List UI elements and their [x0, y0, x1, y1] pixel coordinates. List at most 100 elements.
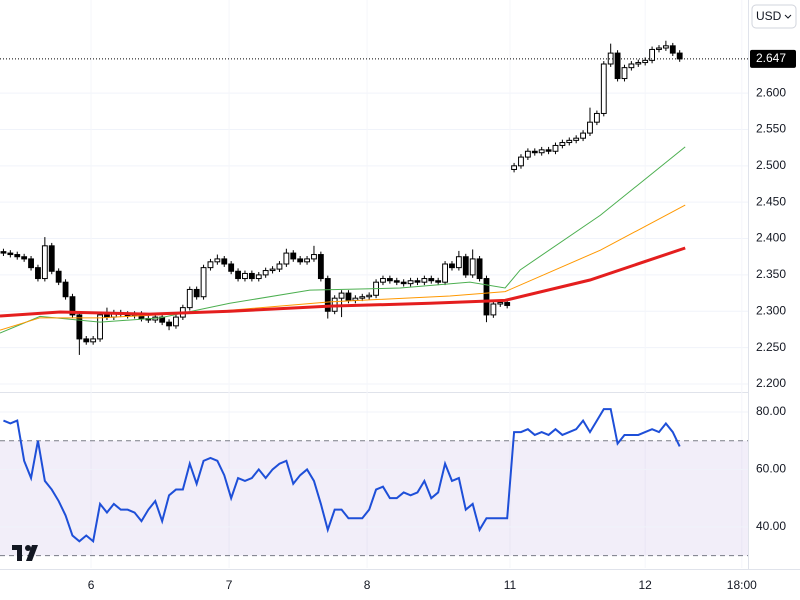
candle-body — [518, 156, 524, 167]
candle-body — [166, 321, 172, 327]
moving-average — [0, 204, 686, 331]
x-tick-label: 12 — [639, 578, 653, 592]
candle-body — [0, 251, 7, 254]
candle-body — [7, 252, 14, 256]
candle-body — [393, 280, 400, 283]
candle-body — [400, 281, 407, 285]
candle-body — [69, 296, 76, 316]
y-tick-label: 2.250 — [756, 340, 786, 354]
currency-button[interactable]: USD — [751, 4, 797, 29]
candle-body — [317, 254, 324, 280]
y-tick-label: 2.450 — [756, 194, 786, 208]
candle-body — [48, 245, 55, 272]
candle-body — [242, 272, 248, 280]
candle-body — [676, 52, 683, 60]
candle-body — [41, 245, 48, 280]
candle-body — [414, 280, 421, 283]
candle-body — [483, 278, 490, 316]
rsi-line — [3, 408, 681, 544]
y-tick-label: 2.550 — [756, 122, 786, 136]
candle-body — [21, 256, 28, 260]
candle-body — [428, 278, 435, 282]
x-tick-label: 6 — [88, 578, 95, 592]
x-tick-label: 8 — [364, 578, 371, 592]
candle-body — [545, 149, 552, 152]
candle-body — [262, 270, 269, 276]
y-tick-label: 2.300 — [756, 303, 786, 317]
candle-body — [662, 45, 669, 49]
candle-body — [600, 63, 607, 114]
candle-body — [531, 150, 538, 154]
candle-body — [669, 45, 676, 54]
last-price-box — [750, 49, 796, 68]
moving-average — [0, 146, 686, 334]
y-tick-label: 40.00 — [756, 519, 786, 533]
last-price-label: 2.647 — [756, 51, 786, 65]
candle-body — [338, 292, 345, 299]
logo-dot — [25, 545, 31, 551]
candle-body — [304, 258, 310, 263]
candle-body — [193, 288, 200, 298]
y-tick-label: 2.500 — [756, 158, 786, 172]
candle-body — [449, 263, 455, 269]
candle-body — [511, 165, 517, 170]
candle-body — [442, 263, 448, 283]
candle-body — [552, 144, 559, 152]
candle-body — [276, 263, 283, 270]
candle-body — [173, 316, 179, 327]
candle-body — [359, 296, 366, 299]
y-tick-label: 2.400 — [756, 231, 786, 245]
candle-body — [656, 47, 662, 50]
currency-box[interactable] — [751, 4, 797, 29]
candle-body — [186, 288, 193, 309]
candle-body — [228, 263, 235, 272]
candle-body — [324, 278, 331, 312]
candle-body — [559, 142, 566, 146]
candle-body — [628, 63, 635, 69]
candle-body — [221, 258, 228, 265]
candle-body — [649, 48, 655, 61]
y-tick-label: 60.00 — [756, 462, 786, 476]
candle-body — [497, 302, 504, 305]
candle-body — [462, 256, 469, 276]
candle-body — [593, 112, 600, 123]
candle-body — [28, 258, 34, 269]
candle-body — [587, 121, 593, 134]
currency-label[interactable]: USD — [756, 9, 782, 23]
candle-body — [621, 67, 628, 80]
candle-body — [635, 62, 642, 65]
candle-body — [290, 252, 297, 260]
x-tick-label: 7 — [226, 578, 233, 592]
candle-body — [311, 254, 317, 260]
chevron[interactable] — [784, 14, 792, 19]
candle-body — [207, 261, 214, 269]
candle-body — [248, 272, 255, 280]
moving-average — [0, 246, 686, 318]
candle-body — [607, 52, 614, 65]
candle-body — [14, 254, 21, 258]
candle-body — [469, 258, 476, 276]
candle-body — [62, 281, 69, 298]
candle-body — [269, 268, 276, 272]
candle-body — [55, 270, 62, 283]
candle-body — [97, 314, 103, 340]
candle-body — [421, 278, 428, 283]
logo — [12, 545, 38, 561]
candle-body — [476, 258, 483, 280]
candle-body — [283, 252, 290, 265]
candle-body — [580, 132, 586, 139]
candle-body — [366, 294, 373, 298]
x-tick-label: 18:00 — [727, 578, 757, 592]
logo-shape — [12, 545, 38, 561]
y-tick-label: 2.600 — [756, 85, 786, 99]
candle-body — [90, 338, 97, 343]
candle-body — [573, 137, 580, 141]
y-tick-label: 80.00 — [756, 404, 786, 418]
candle-body — [386, 278, 393, 282]
candle-body — [214, 258, 221, 263]
candle-body — [407, 280, 414, 285]
candle-body — [297, 258, 304, 263]
y-tick-label: 2.350 — [756, 267, 786, 281]
candle-body — [345, 292, 352, 301]
candle-body — [104, 314, 110, 318]
